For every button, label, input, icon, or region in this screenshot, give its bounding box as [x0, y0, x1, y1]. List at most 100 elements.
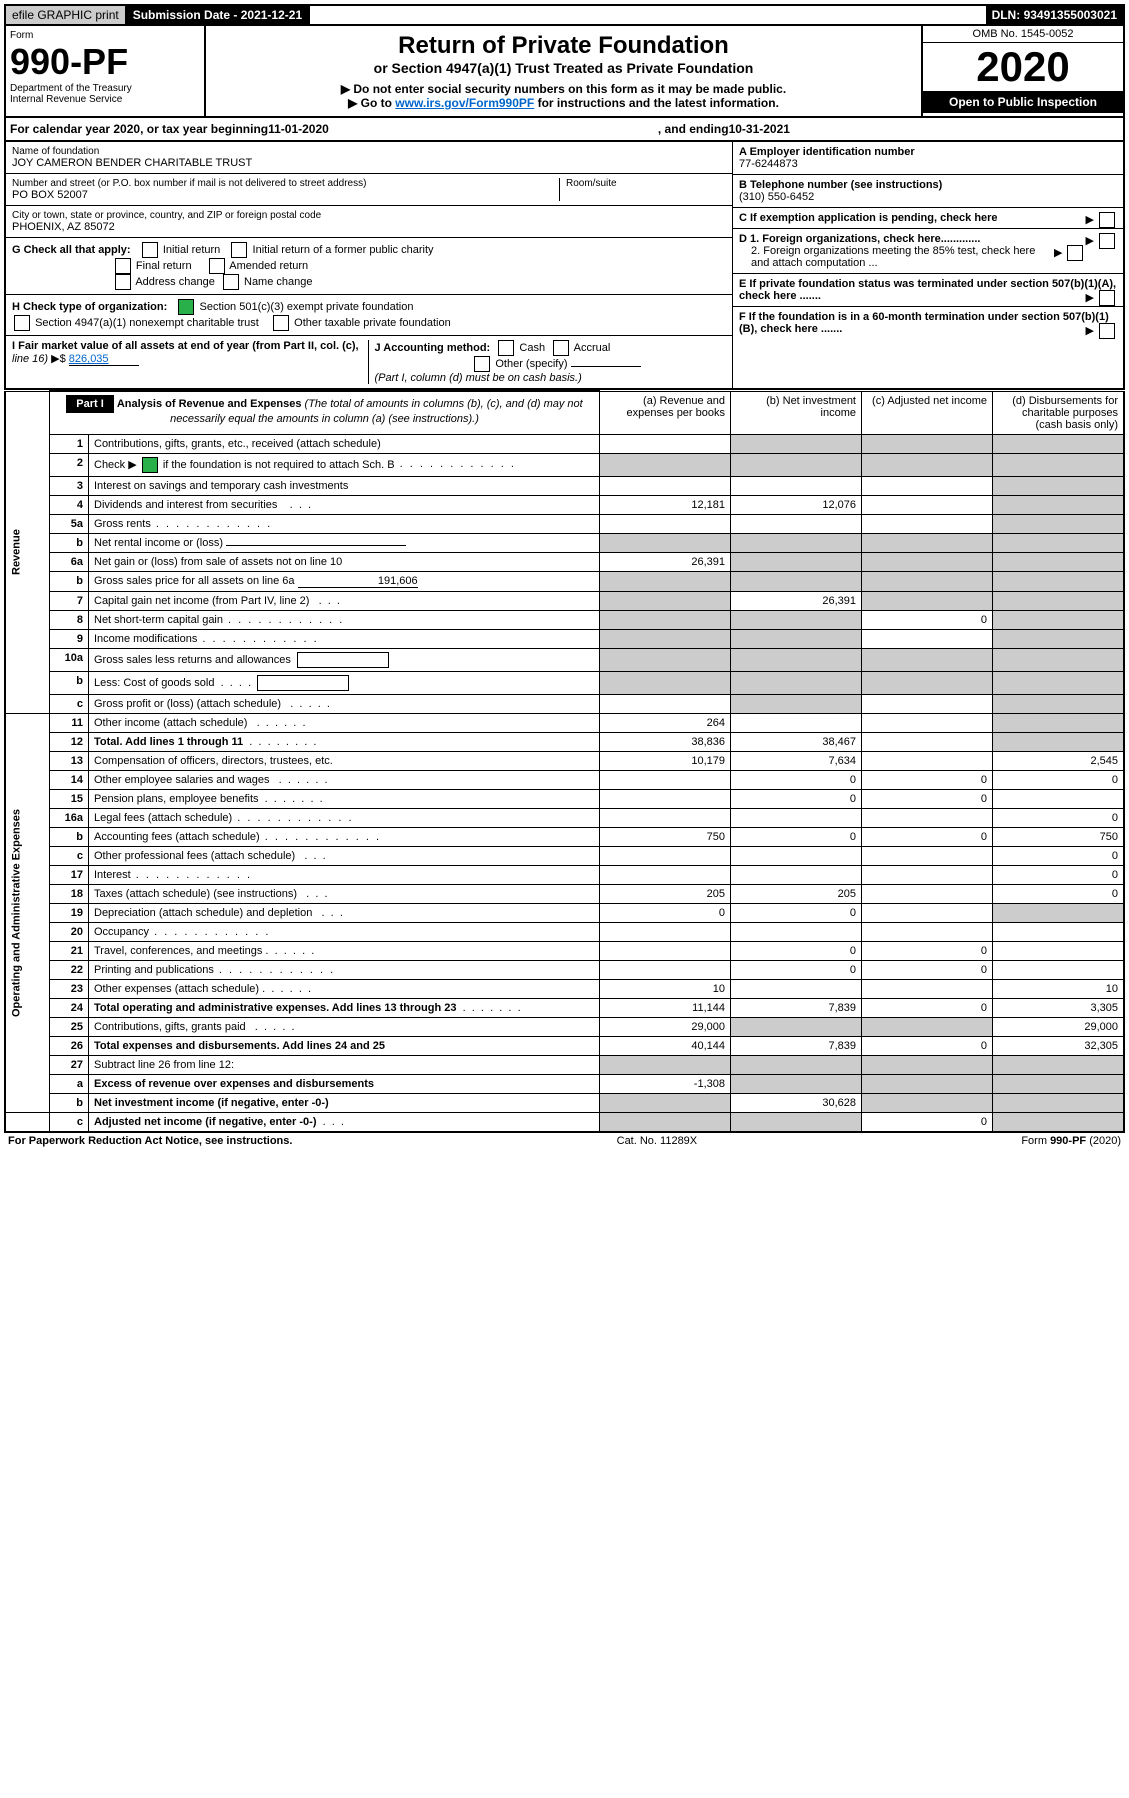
row-desc: Gross rents — [89, 514, 600, 533]
cell-b — [731, 571, 862, 591]
checkbox-4947[interactable] — [14, 315, 30, 331]
cell-d: 29,000 — [993, 1017, 1125, 1036]
cell-d — [993, 1074, 1125, 1093]
cell-a — [600, 671, 731, 694]
cell-a — [600, 846, 731, 865]
checkbox-initial-former[interactable] — [231, 242, 247, 258]
cell-c: 0 — [862, 610, 993, 629]
checkbox-other-tax[interactable] — [273, 315, 289, 331]
checkbox-address[interactable] — [115, 274, 131, 290]
cell-c — [862, 1074, 993, 1093]
row-desc: Compensation of officers, directors, tru… — [89, 751, 600, 770]
cell-d: 0 — [993, 884, 1125, 903]
r10b-desc: Less: Cost of goods sold — [94, 676, 214, 688]
cell-d: 0 — [993, 770, 1125, 789]
r4-desc: Dividends and interest from securities — [94, 499, 277, 511]
row-desc: Total. Add lines 1 through 11 . . . . . … — [89, 732, 600, 751]
cell-a — [600, 1112, 731, 1132]
row-desc: Gross sales less returns and allowances — [89, 648, 600, 671]
checkbox-accrual[interactable] — [553, 340, 569, 356]
table-row: 21Travel, conferences, and meetings . . … — [5, 941, 1124, 960]
row-desc: Legal fees (attach schedule) — [89, 808, 600, 827]
cell-a: 38,836 — [600, 732, 731, 751]
checkbox-d2[interactable] — [1067, 245, 1083, 261]
table-row: 16aLegal fees (attach schedule)0 — [5, 808, 1124, 827]
header-left: Form 990-PF Department of the Treasury I… — [6, 26, 206, 116]
table-row: 12Total. Add lines 1 through 11 . . . . … — [5, 732, 1124, 751]
cell-a — [600, 453, 731, 476]
dln-value: 93491355003021 — [1024, 8, 1117, 22]
cell-b — [731, 476, 862, 495]
entity-left: Name of foundation JOY CAMERON BENDER CH… — [6, 142, 732, 388]
checkbox-c[interactable] — [1099, 212, 1115, 228]
table-row: 3Interest on savings and temporary cash … — [5, 476, 1124, 495]
cell-a: 29,000 — [600, 1017, 731, 1036]
other-specify — [571, 366, 641, 367]
cell-a — [600, 808, 731, 827]
checkbox-amended[interactable] — [209, 258, 225, 274]
row-desc: Check ▶ if the foundation is not require… — [89, 453, 600, 476]
row-num: 12 — [50, 732, 89, 751]
r12-desc: Total. Add lines 1 through 11 — [94, 736, 243, 748]
cell-c — [862, 713, 993, 732]
checkbox-schb[interactable] — [142, 457, 158, 473]
cell-b: 205 — [731, 884, 862, 903]
row-num: 6a — [50, 552, 89, 571]
i-line: line 16) — [12, 353, 48, 365]
checkbox-e[interactable] — [1099, 290, 1115, 306]
r16c-desc: Other professional fees (attach schedule… — [94, 850, 295, 862]
open-inspection: Open to Public Inspection — [923, 91, 1123, 113]
spacer — [790, 122, 1119, 136]
r25-desc: Contributions, gifts, grants paid — [94, 1021, 246, 1033]
cell-b: 7,634 — [731, 751, 862, 770]
checkbox-other-method[interactable] — [474, 356, 490, 372]
row-num: 17 — [50, 865, 89, 884]
row-desc: Other expenses (attach schedule) . . . .… — [89, 979, 600, 998]
table-row: bAccounting fees (attach schedule)750007… — [5, 827, 1124, 846]
checkbox-d1[interactable] — [1099, 233, 1115, 249]
cell-c — [862, 884, 993, 903]
header-right: OMB No. 1545-0052 2020 Open to Public In… — [921, 26, 1123, 116]
d2-label: 2. Foreign organizations meeting the 85%… — [739, 245, 1051, 269]
j-note: (Part I, column (d) must be on cash basi… — [375, 372, 582, 384]
form990pf-link[interactable]: www.irs.gov/Form990PF — [395, 96, 534, 110]
checkbox-initial[interactable] — [142, 242, 158, 258]
row-desc: Gross profit or (loss) (attach schedule)… — [89, 694, 600, 713]
cell-d: 0 — [993, 808, 1125, 827]
expenses-vertical-label: Operating and Administrative Expenses — [5, 713, 50, 1112]
table-row: bLess: Cost of goods sold . . . . — [5, 671, 1124, 694]
amended-label: Amended return — [229, 260, 308, 272]
cell-d — [993, 514, 1125, 533]
table-row: 1Contributions, gifts, grants, etc., rec… — [5, 434, 1124, 453]
cell-b — [731, 453, 862, 476]
row-desc: Other employee salaries and wages . . . … — [89, 770, 600, 789]
table-row: 7Capital gain net income (from Part IV, … — [5, 591, 1124, 610]
cell-a — [600, 922, 731, 941]
cell-d — [993, 571, 1125, 591]
cell-d — [993, 1093, 1125, 1112]
checkbox-f[interactable] — [1099, 323, 1115, 339]
cell-b: 26,391 — [731, 591, 862, 610]
row-num: 2 — [50, 453, 89, 476]
r7-desc: Capital gain net income (from Part IV, l… — [94, 595, 309, 607]
row-num: 3 — [50, 476, 89, 495]
cell-b — [731, 1074, 862, 1093]
row-num: 26 — [50, 1036, 89, 1055]
form-note1: ▶ Do not enter social security numbers o… — [212, 82, 915, 96]
table-row: bNet rental income or (loss) — [5, 533, 1124, 552]
checkbox-final[interactable] — [115, 258, 131, 274]
cell-a: 205 — [600, 884, 731, 903]
fmv-link[interactable]: 826,035 — [69, 353, 139, 366]
checkbox-name[interactable] — [223, 274, 239, 290]
cash-label: Cash — [519, 342, 545, 354]
checkbox-501c3[interactable] — [178, 299, 194, 315]
row-num: b — [50, 533, 89, 552]
cell-d — [993, 495, 1125, 514]
r18-desc: Taxes (attach schedule) (see instruction… — [94, 888, 297, 900]
table-row: cGross profit or (loss) (attach schedule… — [5, 694, 1124, 713]
checkbox-cash[interactable] — [498, 340, 514, 356]
omb-number: OMB No. 1545-0052 — [923, 26, 1123, 43]
cell-b: 30,628 — [731, 1093, 862, 1112]
ein-value: 77-6244873 — [739, 158, 798, 170]
table-row: 20Occupancy — [5, 922, 1124, 941]
